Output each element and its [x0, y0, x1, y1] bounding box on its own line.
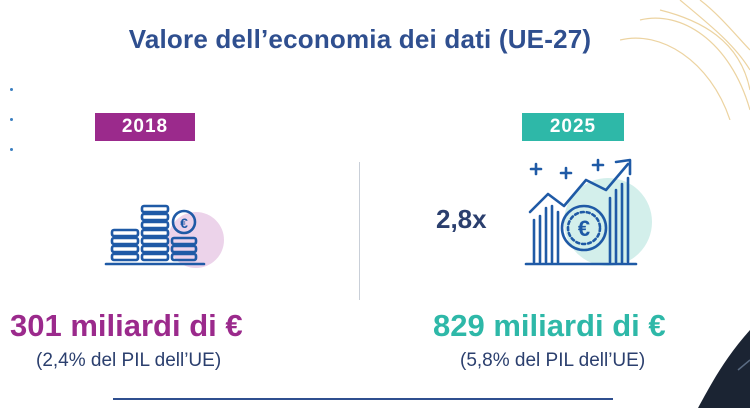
amount-2018: 301 miliardi di € [10, 308, 243, 343]
bullet-dots [10, 88, 13, 178]
amount-2025: 829 miliardi di € [433, 308, 666, 343]
coin-stacks-euro-icon: € [104, 204, 224, 268]
svg-text:€: € [180, 215, 188, 231]
year-badge-2018: 2018 [95, 113, 195, 141]
growth-chart-euro-icon: € [524, 158, 652, 266]
decorative-leaf-lines [620, 0, 750, 120]
bottom-rule [113, 398, 613, 400]
svg-text:€: € [578, 216, 590, 241]
year-badge-2025: 2025 [522, 113, 624, 141]
growth-multiplier: 2,8x [436, 204, 487, 234]
corner-device-edge [698, 330, 750, 408]
gdp-share-2025: (5,8% del PIL dell’UE) [460, 350, 646, 371]
column-divider [359, 162, 360, 300]
page-title: Valore dell’economia dei dati (UE-27) [128, 24, 592, 54]
gdp-share-2018: (2,4% del PIL dell’UE) [36, 350, 222, 371]
